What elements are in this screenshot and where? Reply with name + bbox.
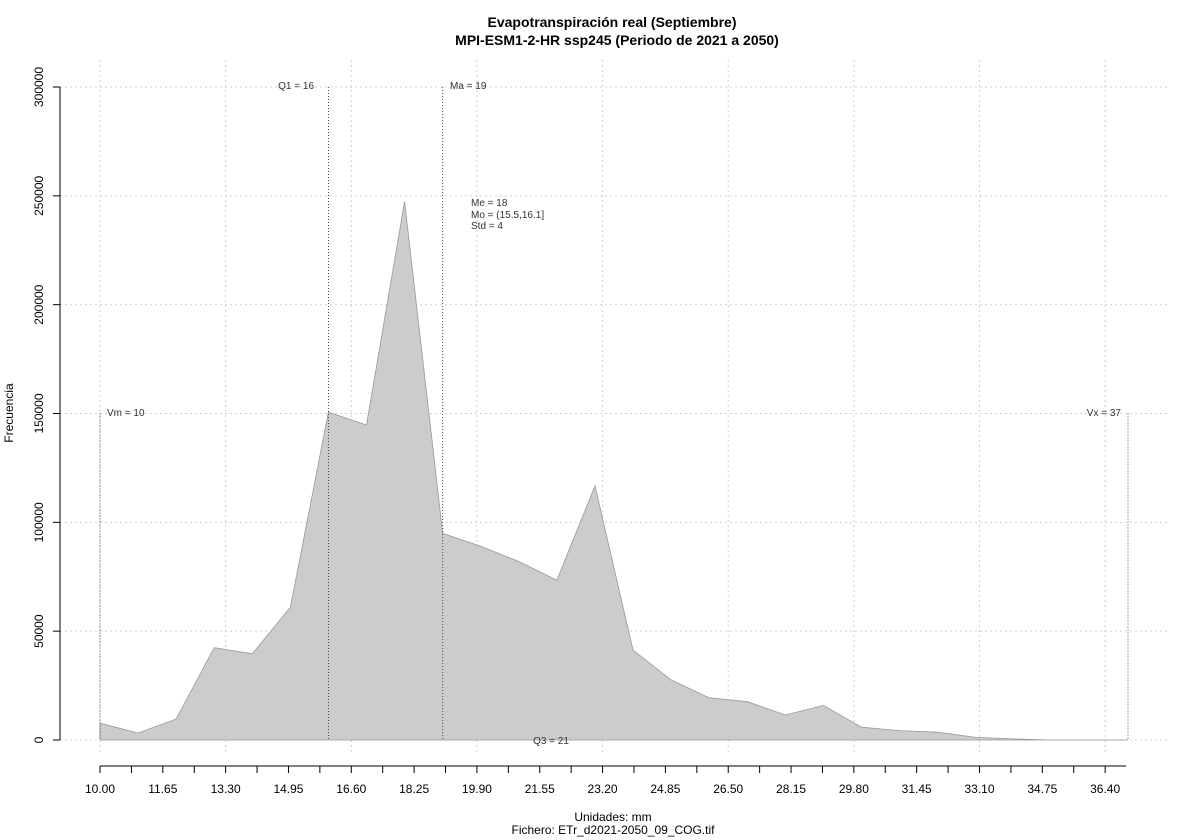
chart-title: Evapotranspiración real (Septiembre): [488, 14, 737, 30]
x-tick-label: 28.15: [776, 782, 806, 796]
x-tick-label: 36.40: [1090, 782, 1120, 796]
x-tick-label: 10.00: [85, 782, 115, 796]
x-tick-label: 29.80: [839, 782, 869, 796]
x-tick-label: 21.55: [525, 782, 555, 796]
x-tick-label: 18.25: [399, 782, 429, 796]
y-tick-label: 300000: [32, 67, 46, 107]
x-tick-label: 19.90: [462, 782, 492, 796]
y-tick-label: 0: [32, 736, 46, 743]
y-tick-label: 100000: [32, 502, 46, 542]
ann-me: Me = 18: [471, 198, 508, 209]
ann-mo: Mo = (15.5,16.1]: [471, 210, 544, 221]
x-tick-label: 13.30: [211, 782, 241, 796]
x-tick-label: 23.20: [588, 782, 618, 796]
ann-q1: Q1 = 16: [278, 81, 314, 92]
file-label: Fichero: ETr_d2021-2050_09_COG.tif: [512, 823, 716, 837]
y-axis: 0 50000 100000 150000 200000 250000 300000: [32, 67, 61, 743]
x-tick-label: 11.65: [148, 782, 177, 796]
y-tick-label: 50000: [32, 614, 46, 648]
x-tick-label: 33.10: [964, 782, 994, 796]
x-tick-label: 16.60: [336, 782, 366, 796]
x-tick-label: 14.95: [273, 782, 303, 796]
x-tick-label: 34.75: [1027, 782, 1057, 796]
x-tick-label: 31.45: [902, 782, 932, 796]
statistic-lines: [99, 87, 1129, 740]
frequency-area: [99, 201, 1128, 741]
x-tick-label: 24.85: [650, 782, 680, 796]
ann-vm: Vm = 10: [107, 408, 145, 419]
ann-std: Std = 4: [471, 221, 503, 232]
y-tick-label: 250000: [32, 175, 46, 215]
y-axis-label: Frecuencia: [2, 383, 16, 443]
ann-q3: Q3 = 21: [533, 736, 569, 747]
x-axis: 10.00 11.65 13.30 14.95 16.60 18.25 19.90 21.55…: [85, 765, 1127, 796]
ann-vx: Vx = 37: [1087, 408, 1122, 419]
y-tick-label: 150000: [32, 393, 46, 433]
y-tick-label: 200000: [32, 284, 46, 324]
x-axis-label: Unidades: mm: [574, 810, 651, 824]
ann-ma: Ma = 19: [450, 81, 487, 92]
x-tick-label: 26.50: [713, 782, 743, 796]
chart-subtitle: MPI-ESM1-2-HR ssp245 (Periodo de 2021 a …: [455, 32, 779, 48]
